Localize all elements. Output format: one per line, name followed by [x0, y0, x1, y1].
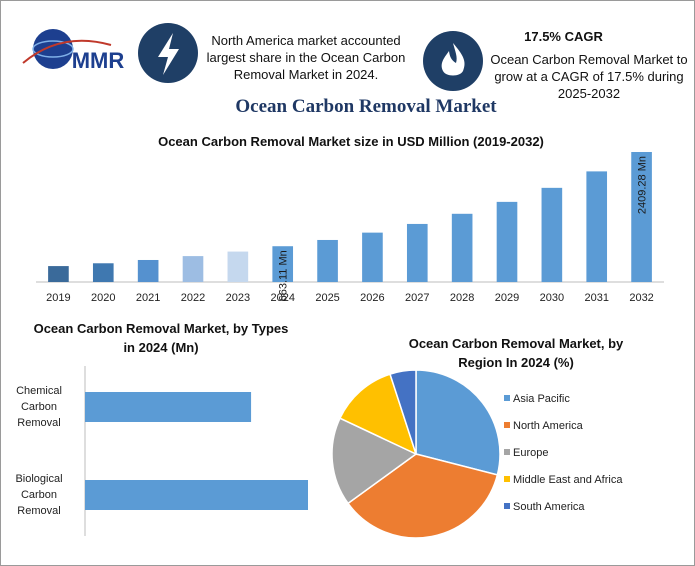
share-note: North America market accounted largest s…	[206, 33, 406, 82]
flame-icon	[423, 31, 483, 91]
data-label: 2409.28 Mn	[637, 156, 649, 214]
chart-title: Ocean Carbon Removal Market, by Region I…	[408, 336, 624, 370]
legend-label: Middle East and Africa	[513, 474, 623, 486]
x-tick-label: 2027	[405, 292, 429, 304]
x-tick-label: 2023	[226, 292, 250, 304]
cagr-note: Ocean Carbon Removal Market to grow at a…	[490, 52, 688, 101]
y-tick-label: Chemical Carbon Removal	[16, 385, 62, 429]
bar	[85, 480, 308, 510]
pie-slice	[338, 373, 418, 456]
bar	[272, 246, 294, 282]
legend-label: Europe	[513, 447, 548, 459]
legend-swatch	[504, 476, 510, 482]
pie-slice	[415, 369, 501, 476]
bolt-icon	[138, 23, 198, 83]
bar	[406, 223, 428, 282]
y-tick-label: Biological Carbon Removal	[15, 473, 63, 517]
chart-title: Ocean Carbon Removal Market, by Types in…	[33, 321, 289, 355]
bar	[317, 239, 338, 282]
pie-slice	[389, 369, 417, 455]
x-tick-label: 2025	[315, 292, 339, 304]
x-tick-label: 2021	[136, 292, 160, 304]
x-tick-label: 2032	[629, 292, 653, 304]
data-label: 663.11 Mn	[278, 250, 290, 301]
bar	[92, 263, 114, 282]
x-tick-label: 2031	[584, 292, 608, 304]
bar	[48, 266, 69, 282]
bar	[227, 251, 249, 282]
legend-swatch	[504, 503, 510, 509]
bar	[85, 392, 252, 422]
bar	[496, 201, 518, 282]
x-tick-label: 2022	[181, 292, 205, 304]
x-tick-label: 2020	[91, 292, 115, 304]
legend-label: Asia Pacific	[513, 393, 570, 405]
chart-title: Ocean Carbon Removal Market size in USD …	[158, 134, 544, 149]
cagr-title: 17.5% CAGR	[524, 29, 603, 44]
bar	[137, 259, 159, 282]
x-tick-label: 2030	[540, 292, 564, 304]
legend-label: North America	[513, 420, 584, 432]
pie-slice	[346, 453, 499, 539]
x-tick-label: 2026	[360, 292, 384, 304]
legend-swatch	[504, 449, 510, 455]
x-tick-label: 2028	[450, 292, 474, 304]
x-tick-label: 2024	[270, 292, 294, 304]
x-tick-label: 2019	[46, 292, 70, 304]
legend-swatch	[504, 395, 510, 401]
bar	[586, 171, 608, 282]
x-tick-label: 2029	[495, 292, 519, 304]
bar	[541, 187, 563, 282]
legend-swatch	[504, 422, 510, 428]
main-title: Ocean Carbon Removal Market	[235, 96, 497, 117]
bar	[631, 152, 652, 282]
logo-globe	[22, 29, 112, 69]
bar	[451, 213, 473, 282]
legend-label: South America	[513, 501, 585, 513]
logo-text: MMR	[72, 48, 125, 73]
bar	[182, 256, 204, 282]
bar	[362, 232, 383, 282]
pie-slice	[331, 417, 418, 505]
